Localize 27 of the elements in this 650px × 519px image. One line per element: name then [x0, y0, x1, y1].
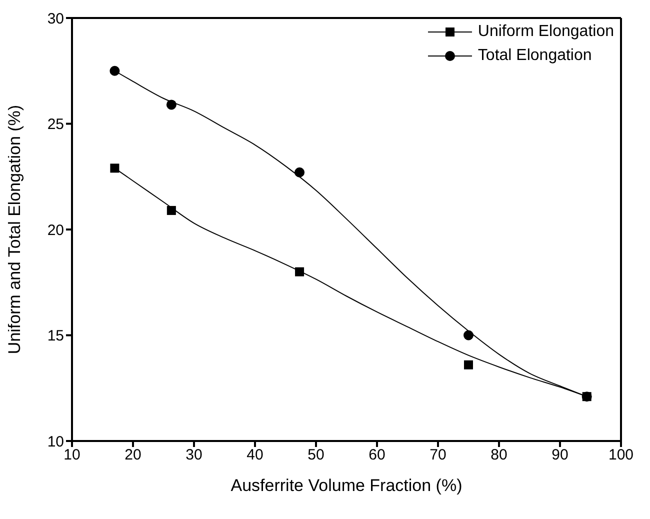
legend-label: Total Elongation — [478, 46, 592, 66]
y-tick-label: 15 — [47, 328, 64, 345]
y-tick-label: 20 — [47, 222, 64, 239]
y-tick-label: 30 — [47, 10, 64, 28]
x-tick-label: 40 — [246, 446, 264, 464]
point — [464, 360, 473, 370]
legend-label: Uniform Elongation — [478, 22, 614, 42]
x-tick-label: 10 — [64, 446, 80, 464]
point — [110, 66, 120, 76]
x-tick-label: 50 — [308, 446, 324, 464]
point — [110, 164, 120, 173]
x-tick-label: 90 — [552, 446, 568, 464]
point — [166, 206, 176, 215]
y-tick-label: 10 — [47, 433, 64, 450]
point — [166, 100, 176, 110]
x-tick-label: 30 — [186, 446, 202, 464]
y-axis-title: Uniform and Total Elongation (%) — [5, 104, 24, 354]
x-tick-label: 70 — [430, 446, 446, 464]
y-tick-label: 25 — [47, 116, 64, 134]
x-tick-label: 100 — [608, 446, 634, 464]
point — [464, 330, 474, 340]
x-tick-label: 80 — [490, 446, 508, 464]
point — [295, 267, 304, 276]
x-axis-title: Ausferrite Volume Fraction (%) — [230, 476, 462, 495]
x-tick-label: 60 — [368, 446, 386, 464]
point — [294, 167, 305, 178]
x-tick-label: 20 — [124, 446, 142, 464]
